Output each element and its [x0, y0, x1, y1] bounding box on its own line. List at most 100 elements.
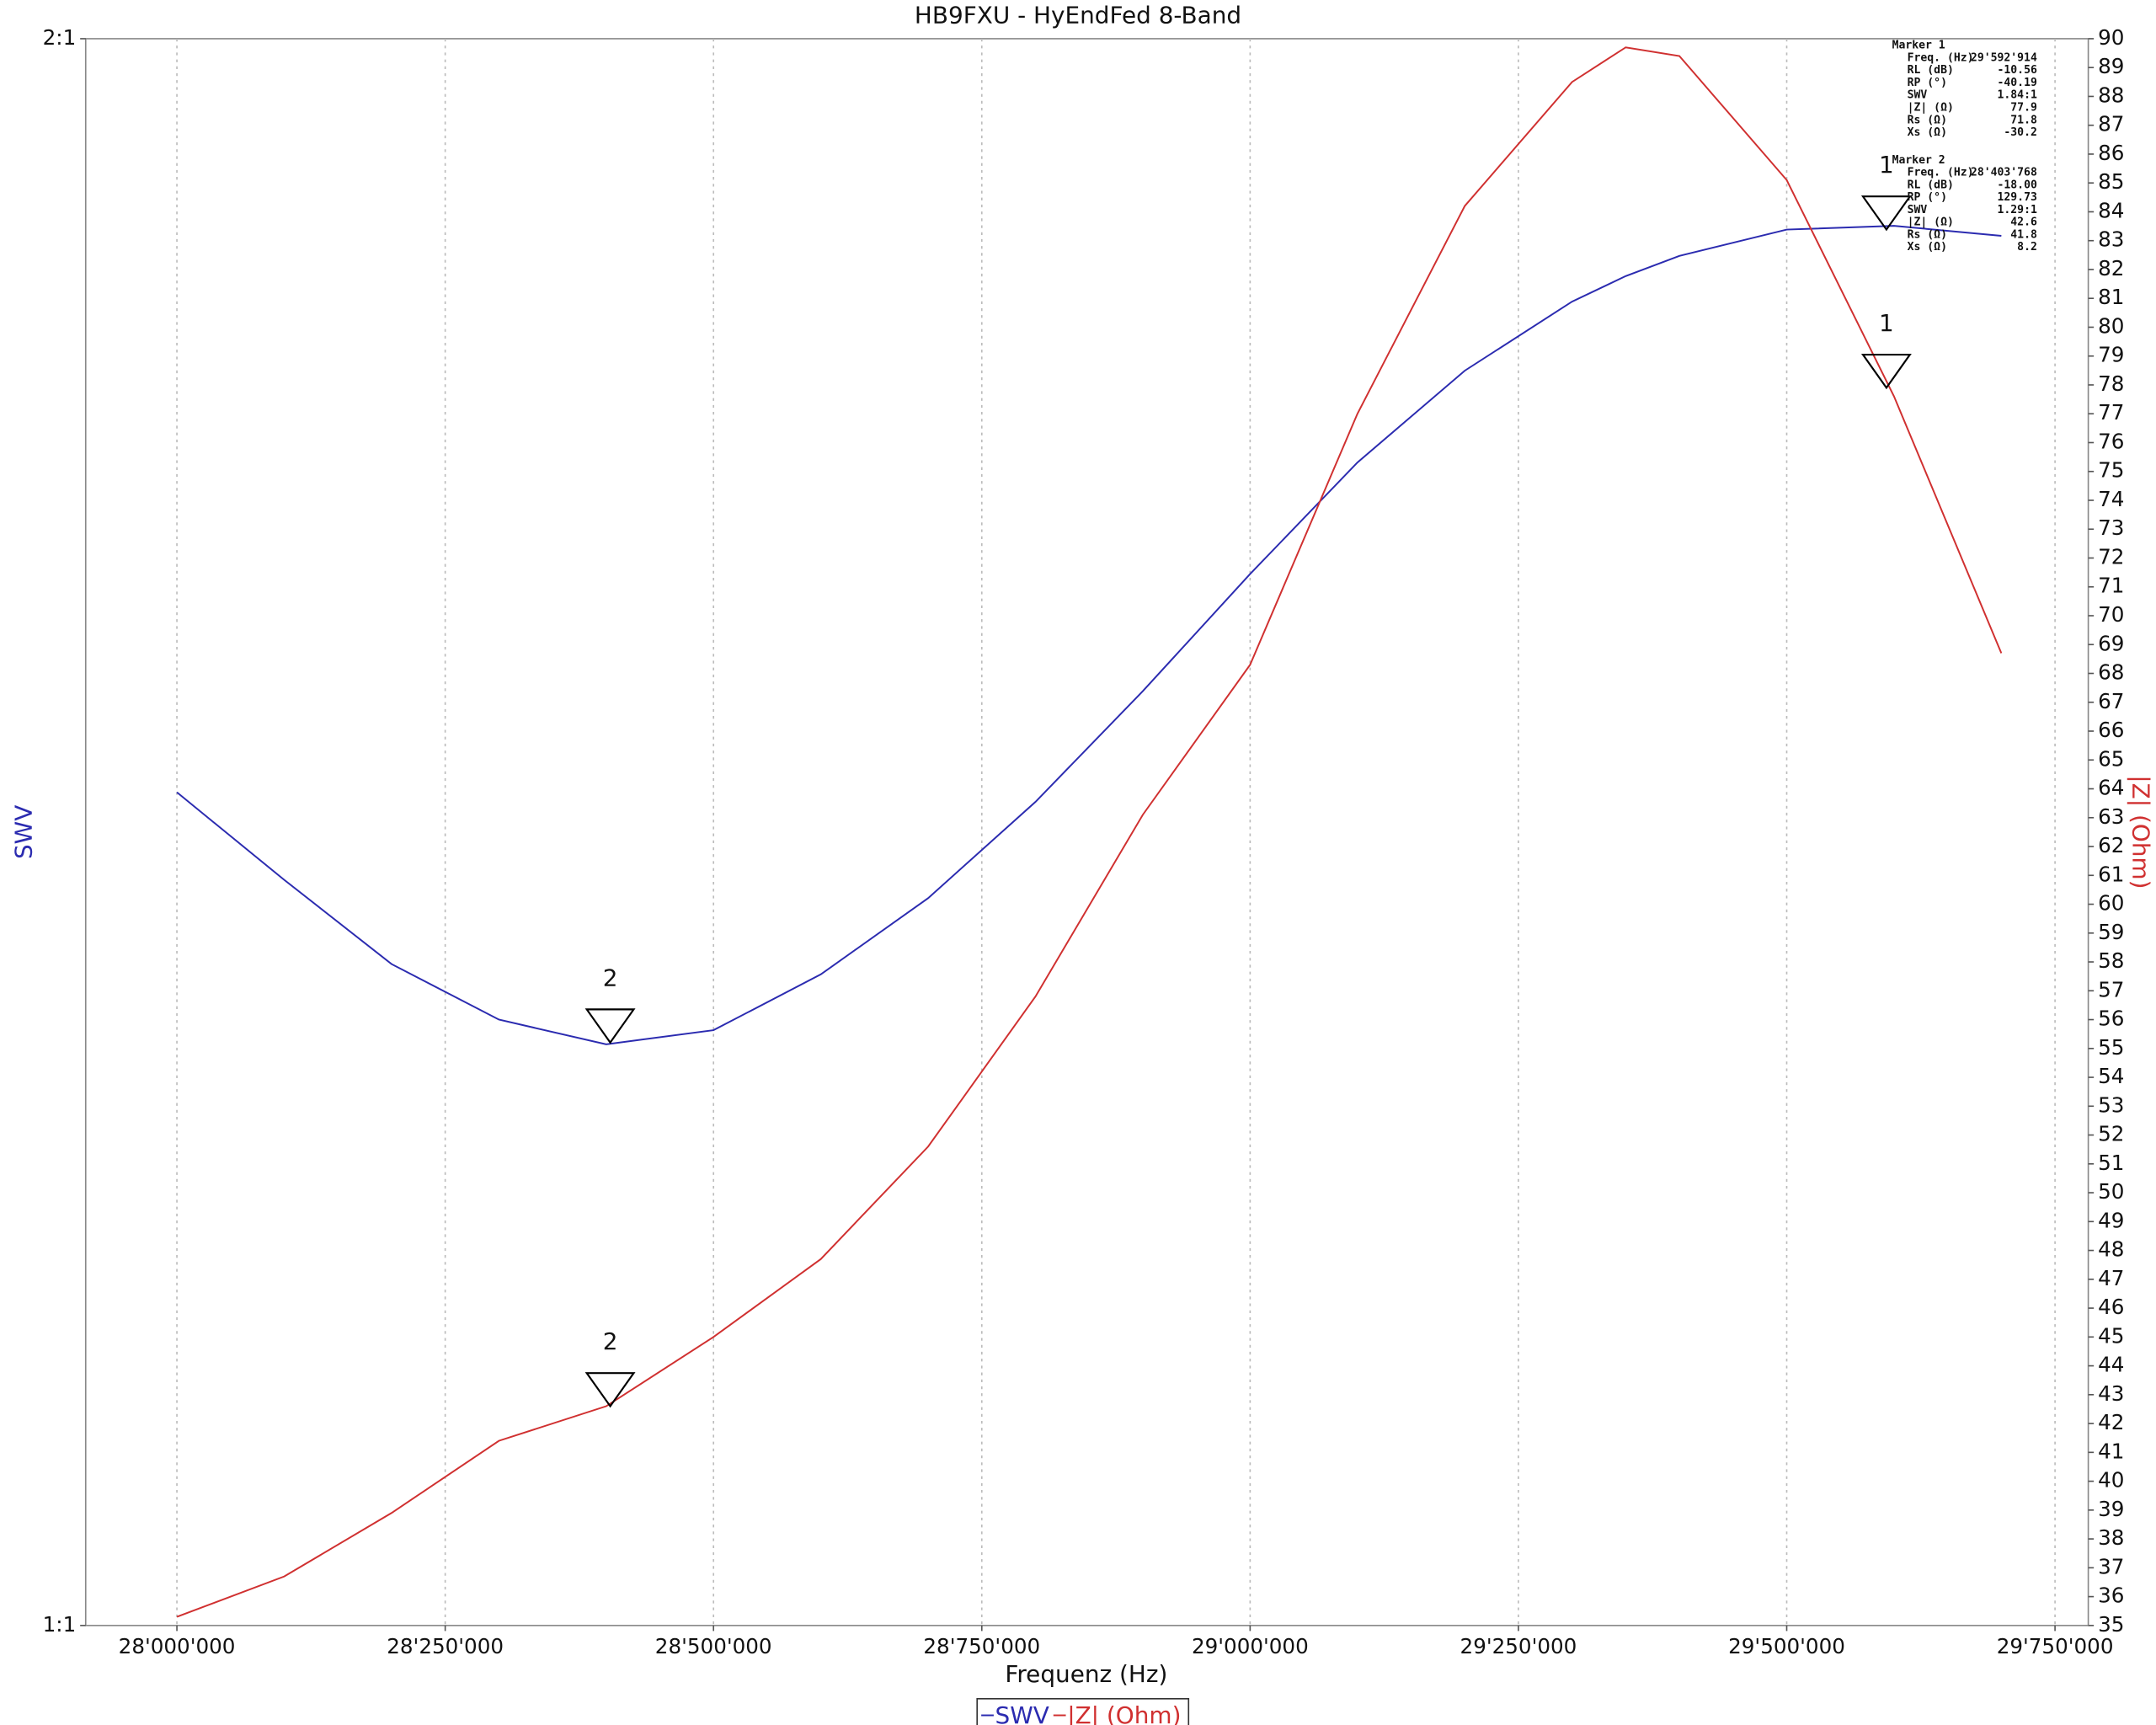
marker-triangle	[1860, 195, 1912, 232]
marker-label: 2	[603, 1327, 618, 1355]
y2-tick-label: 39	[2098, 1497, 2124, 1521]
marker-table-value: 77.9	[2010, 102, 2037, 115]
marker-triangle	[584, 1372, 636, 1408]
marker-table-key: SWV	[1908, 89, 1928, 102]
y2-tick-label: 72	[2098, 544, 2124, 569]
legend-label: |Z| (Ohm)	[1067, 1701, 1181, 1725]
y2-tick-label: 90	[2098, 25, 2124, 50]
y2-tick-label: 84	[2098, 198, 2124, 222]
x-axis-title: Frequenz (Hz)	[1005, 1660, 1167, 1688]
marker-table-key: Rs (Ω)	[1908, 228, 1947, 241]
y2-tick-label: 59	[2098, 920, 2124, 944]
y-tick-label: 1:1	[43, 1612, 77, 1637]
marker-table-value: 129.73	[1998, 191, 2037, 204]
y2-tick-label: 67	[2098, 689, 2124, 713]
series-line	[176, 225, 2002, 1045]
marker-table-value: -18.00	[1998, 179, 2037, 191]
x-tick-label: 29'250'000	[1460, 1634, 1577, 1658]
y-tick-label: 2:1	[43, 25, 77, 50]
plot-frame	[84, 38, 2089, 1626]
marker-label: 1	[1879, 151, 1894, 179]
y2-tick-label: 80	[2098, 313, 2124, 338]
marker-table-value: 41.8	[2010, 228, 2037, 241]
y2-tick-label: 77	[2098, 400, 2124, 425]
marker-table-value: 42.6	[2010, 216, 2037, 229]
y2-axis-title: |Z| (Ohm)	[2127, 775, 2154, 889]
marker-table-key: Freq. (Hz)	[1908, 167, 1974, 179]
marker-table-value: 1.29:1	[1998, 204, 2037, 216]
y2-tick-label: 47	[2098, 1266, 2124, 1290]
y2-tick-label: 78	[2098, 371, 2124, 396]
y2-tick-label: 65	[2098, 746, 2124, 771]
marker-label: 1	[1879, 309, 1894, 337]
y2-tick-label: 36	[2098, 1583, 2124, 1608]
marker-table-key: RP (°)	[1908, 191, 1947, 204]
y2-tick-label: 49	[2098, 1208, 2124, 1232]
y2-tick-label: 38	[2098, 1525, 2124, 1550]
y2-tick-label: 68	[2098, 660, 2124, 685]
y2-tick-label: 41	[2098, 1439, 2124, 1463]
y2-tick-label: 55	[2098, 1035, 2124, 1060]
y2-tick-label: 60	[2098, 891, 2124, 916]
marker-table-key: Xs (Ω)	[1908, 241, 1947, 254]
marker-triangle	[584, 1008, 636, 1044]
y2-tick-label: 86	[2098, 141, 2124, 165]
y2-tick-label: 54	[2098, 1064, 2124, 1088]
y2-tick-label: 51	[2098, 1151, 2124, 1175]
legend-label: SWV	[995, 1701, 1049, 1725]
y2-tick-label: 52	[2098, 1122, 2124, 1146]
y2-tick-label: 75	[2098, 458, 2124, 483]
x-tick-label: 28'250'000	[387, 1634, 504, 1658]
marker-table-key: Xs (Ω)	[1908, 126, 1947, 139]
marker-table-value: 28'403'768	[1971, 167, 2037, 179]
marker-table-key: Freq. (Hz)	[1908, 51, 1974, 64]
marker-table-title: Marker 1	[1892, 40, 1945, 52]
marker-table-title: Marker 2	[1892, 154, 1945, 167]
y-axis-title: SWV	[10, 805, 38, 859]
y2-tick-label: 87	[2098, 112, 2124, 136]
y2-tick-label: 46	[2098, 1295, 2124, 1319]
y2-tick-label: 64	[2098, 776, 2124, 800]
x-tick-label: 29'750'000	[1997, 1634, 2114, 1658]
marker-table-value: 8.2	[2017, 241, 2037, 254]
y2-tick-label: 63	[2098, 804, 2124, 829]
y2-tick-label: 85	[2098, 169, 2124, 194]
y2-tick-label: 53	[2098, 1092, 2124, 1117]
y2-tick-label: 35	[2098, 1612, 2124, 1637]
legend-box	[976, 1698, 1190, 1725]
x-tick-label: 28'000'000	[119, 1634, 236, 1658]
y2-tick-label: 70	[2098, 602, 2124, 627]
y2-tick-label: 73	[2098, 515, 2124, 540]
marker-label: 2	[603, 964, 618, 991]
marker-table-key: RL (dB)	[1908, 64, 1954, 77]
y2-tick-label: 81	[2098, 285, 2124, 309]
x-tick-label: 29'500'000	[1728, 1634, 1845, 1658]
y2-tick-label: 58	[2098, 948, 2124, 973]
y2-tick-label: 89	[2098, 54, 2124, 78]
marker-table-value: 29'592'914	[1971, 51, 2037, 64]
legend: SWV |Z| (Ohm)	[976, 1698, 1190, 1725]
y2-tick-label: 37	[2098, 1554, 2124, 1578]
x-tick-label: 28'750'000	[923, 1634, 1040, 1658]
y2-tick-label: 71	[2098, 574, 2124, 598]
y2-tick-label: 69	[2098, 631, 2124, 655]
y2-tick-label: 62	[2098, 833, 2124, 857]
x-tick-label: 29'000'000	[1192, 1634, 1309, 1658]
marker-table-key: Rs (Ω)	[1908, 114, 1947, 126]
y2-tick-label: 76	[2098, 429, 2124, 453]
y2-tick-label: 50	[2098, 1179, 2124, 1204]
y2-tick-label: 57	[2098, 977, 2124, 1001]
y2-tick-label: 83	[2098, 227, 2124, 252]
marker-table-key: SWV	[1908, 204, 1928, 216]
series-line	[176, 46, 2003, 1618]
chart-title: HB9FXU - HyEndFed 8-Band	[915, 2, 1241, 29]
marker-table-value: 1.84:1	[1998, 89, 2037, 102]
y2-tick-label: 40	[2098, 1468, 2124, 1493]
marker-table-key: RP (°)	[1908, 77, 1947, 89]
y2-tick-label: 45	[2098, 1323, 2124, 1348]
marker-table-key: RL (dB)	[1908, 179, 1954, 191]
y2-tick-label: 56	[2098, 1007, 2124, 1031]
y2-tick-label: 79	[2098, 343, 2124, 367]
